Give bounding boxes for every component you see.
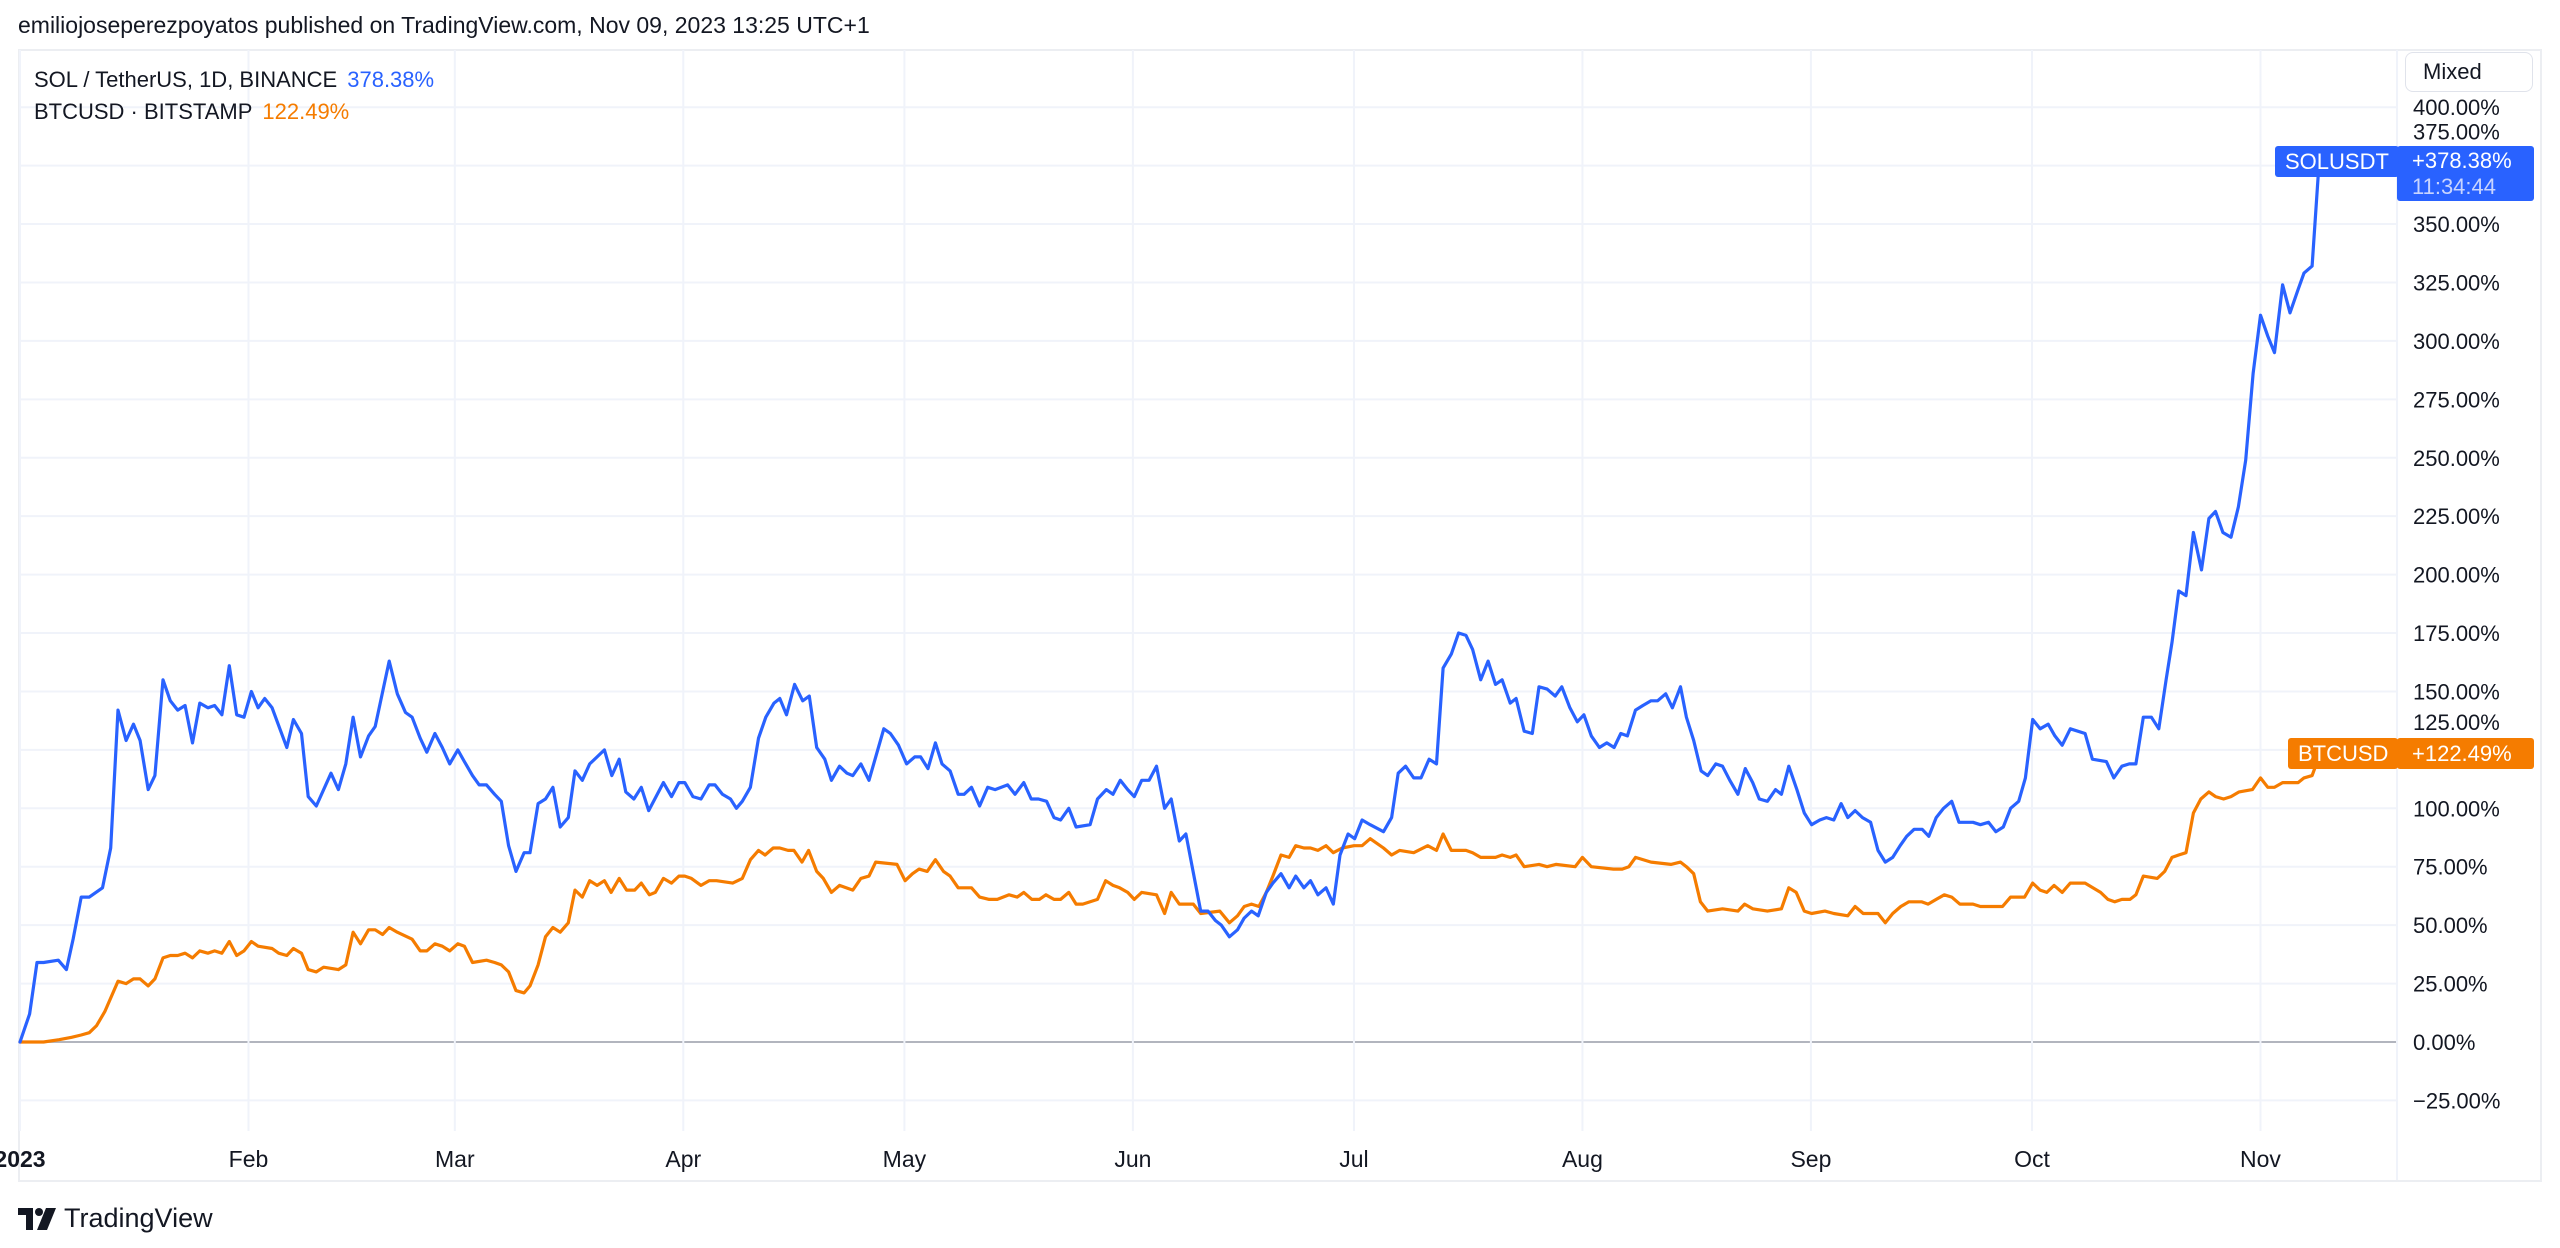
y-tick-label: 100.00% [2413, 796, 2500, 821]
chart-legend: SOL / TetherUS, 1D, BINANCE 378.38% BTCUS… [34, 64, 434, 128]
time-axis: 2023 Feb Mar Apr May Jun Jul Aug Sep Oct Nov [0, 1146, 2281, 1172]
y-tick-label: 150.00% [2413, 679, 2500, 704]
scale-mode-button[interactable]: Mixed [2405, 52, 2533, 92]
y-tick-label: 250.00% [2413, 446, 2500, 471]
tradingview-logo[interactable]: TradingView [18, 1203, 213, 1234]
x-tick-label: Nov [2240, 1146, 2281, 1172]
publish-info-header: emiliojoseperezpoyatos published on Trad… [18, 12, 870, 38]
x-tick-label: Jul [1339, 1146, 1368, 1172]
y-tick-label: 350.00% [2413, 212, 2500, 237]
x-tick-label: Jun [1114, 1146, 1151, 1172]
y-tick-label: 225.00% [2413, 504, 2500, 529]
grid-lines [19, 50, 2398, 1180]
series-name-tag-sol: SOLUSDT [2275, 146, 2399, 177]
y-tick-label: 0.00% [2413, 1030, 2475, 1055]
price-axis: 400.00%375.00% 350.00% 325.00% 300.00% 275.0… [2413, 95, 2500, 1113]
y-tick-label: 50.00% [2413, 913, 2488, 938]
y-tick-label: 300.00% [2413, 329, 2500, 354]
x-tick-label: Apr [665, 1146, 701, 1172]
y-tick-label: 125.00% [2413, 710, 2500, 735]
series-lines [18, 156, 2321, 1044]
x-tick-label: Sep [1790, 1146, 1831, 1172]
legend-item-btc[interactable]: BTCUSD · BITSTAMP 122.49% [34, 96, 434, 128]
series-line-solusdt [18, 156, 2321, 1044]
last-value: +378.38% [2412, 148, 2512, 173]
y-tick-label: 25.00% [2413, 972, 2488, 997]
series-name-tag-btc: BTCUSD [2288, 738, 2399, 769]
legend-value: 122.49% [262, 99, 350, 124]
series-line-btcusd [18, 754, 2321, 1044]
y-tick-label: 275.00% [2413, 387, 2500, 412]
logo-text: TradingView [64, 1203, 213, 1233]
x-tick-label: Aug [1562, 1146, 1603, 1172]
last-value-tag-sol: +378.38% 11:34:44 [2397, 146, 2534, 201]
tradingview-logo-icon [18, 1207, 56, 1230]
last-value-tag-btc: +122.49% [2397, 738, 2534, 769]
y-tick-label: 200.00% [2413, 563, 2500, 588]
legend-value: 378.38% [347, 67, 435, 92]
bar-countdown: 11:34:44 [2412, 174, 2497, 199]
legend-label: BTCUSD · BITSTAMP [34, 99, 253, 124]
y-tick-label: 375.00% [2413, 120, 2500, 145]
x-tick-label: 2023 [0, 1146, 46, 1172]
y-tick-label: −25.00% [2413, 1088, 2500, 1113]
legend-item-sol[interactable]: SOL / TetherUS, 1D, BINANCE 378.38% [34, 64, 434, 96]
y-tick-label: 400.00% [2413, 95, 2500, 120]
y-tick-label: 325.00% [2413, 270, 2500, 295]
x-tick-label: Feb [229, 1146, 269, 1172]
x-tick-label: Oct [2014, 1146, 2050, 1172]
y-tick-label: 175.00% [2413, 621, 2500, 646]
x-tick-label: May [883, 1146, 927, 1172]
x-tick-label: Mar [435, 1146, 475, 1172]
y-tick-label: 75.00% [2413, 855, 2488, 880]
legend-label: SOL / TetherUS, 1D, BINANCE [34, 67, 338, 92]
